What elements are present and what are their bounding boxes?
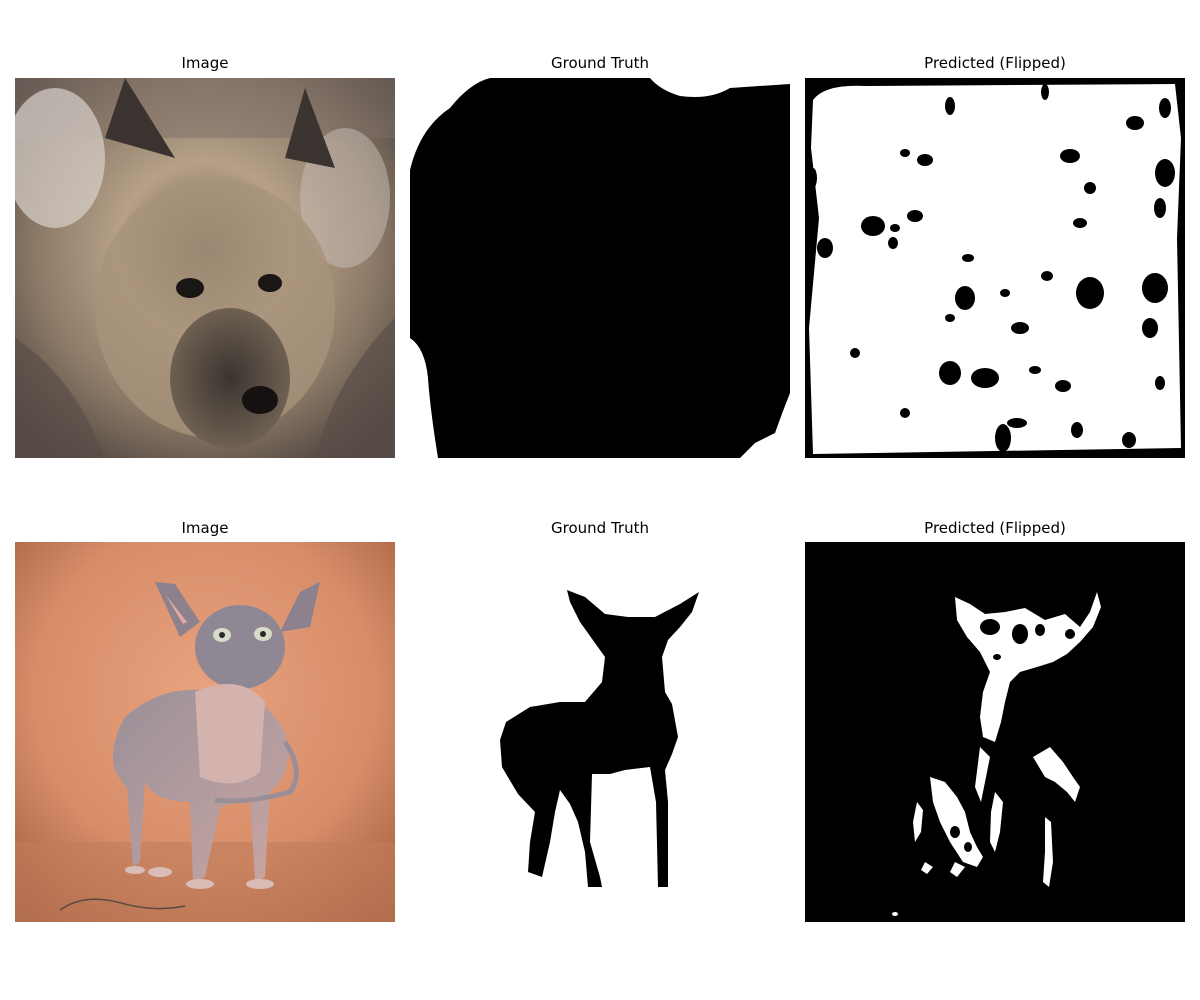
cat-predicted-mask-shape — [805, 542, 1185, 922]
panel-title-ground-truth: Ground Truth — [551, 54, 649, 72]
cat-ground-truth-mask-shape — [410, 542, 790, 922]
dog-photo-illustration — [15, 78, 395, 458]
panel-title-ground-truth: Ground Truth — [551, 519, 649, 537]
dog-predicted-mask — [805, 78, 1185, 458]
cat-predicted-mask — [805, 542, 1185, 922]
cat-photo — [15, 542, 395, 922]
cat-ground-truth-mask — [410, 542, 790, 922]
panel-title-image: Image — [181, 519, 229, 537]
dog-predicted-mask-shape — [805, 78, 1185, 458]
dog-ground-truth-mask — [410, 78, 790, 458]
dog-photo — [15, 78, 395, 458]
cat-photo-illustration — [15, 542, 395, 922]
panel-title-predicted: Predicted (Flipped) — [924, 519, 1066, 537]
panel-title-image: Image — [181, 54, 229, 72]
dog-ground-truth-mask-shape — [410, 78, 790, 458]
panel-title-predicted: Predicted (Flipped) — [924, 54, 1066, 72]
